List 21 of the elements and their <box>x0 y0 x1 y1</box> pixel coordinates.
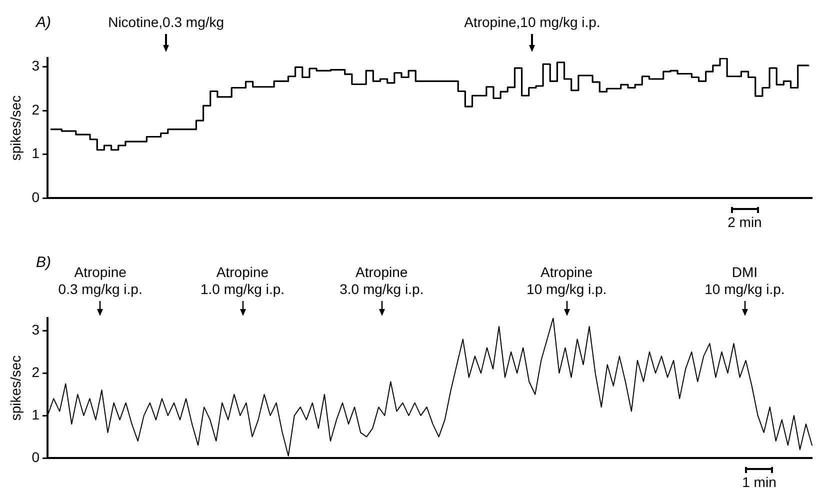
chart-title: A) <box>36 14 51 31</box>
text: 1 min <box>742 474 776 491</box>
text: Atropine,10 mg/kg i.p. <box>464 14 600 32</box>
text: DMI 10 mg/kg i.p. <box>704 264 785 298</box>
y-tick-label: 3 <box>32 58 40 74</box>
text: Nicotine,0.3 mg/kg <box>108 14 224 32</box>
y-tick-label: 2 <box>32 364 40 380</box>
y-tick-label: 0 <box>32 188 40 205</box>
text: Atropine 0.3 mg/kg i.p. <box>58 264 142 298</box>
text: Atropine 3.0 mg/kg i.p. <box>340 264 424 298</box>
y-axis-title: spikes/sec <box>7 355 24 421</box>
y-tick-label: 1 <box>32 145 40 162</box>
chart-title: B) <box>36 254 51 271</box>
y-tick-label: 2 <box>32 101 40 118</box>
y-tick-label: 1 <box>32 406 40 422</box>
y-tick-label: 3 <box>32 322 40 338</box>
text: 2 min <box>728 214 762 231</box>
text: Atropine 10 mg/kg i.p. <box>526 264 607 298</box>
y-tick-label: 0 <box>32 448 40 465</box>
text: Atropine 1.0 mg/kg i.p. <box>200 264 285 298</box>
y-axis-title: spikes/sec <box>7 95 24 161</box>
